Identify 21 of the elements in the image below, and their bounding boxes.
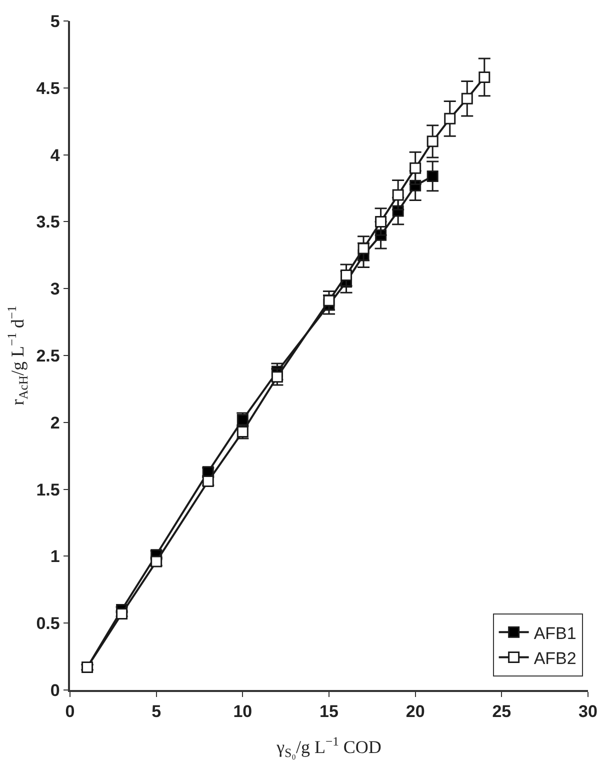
x-tick-label: 15 bbox=[320, 702, 338, 722]
y-tick-label: 0.5 bbox=[36, 614, 60, 634]
y-tick-label: 3 bbox=[50, 280, 60, 299]
x-tick-label: 0 bbox=[65, 702, 75, 722]
y-tick-label: 3.5 bbox=[36, 212, 60, 232]
legend-label: AFB1 bbox=[534, 624, 576, 643]
y-tick-label: 2 bbox=[50, 413, 60, 432]
y-tick-label: 5 bbox=[50, 12, 60, 31]
y-tick-label: 4 bbox=[50, 146, 60, 165]
x-axis-title: γ$_{S₀}$/g L$^{−1}$ COD bbox=[276, 734, 382, 760]
y-tick-label: 0 bbox=[50, 680, 60, 700]
x-tick-label: 10 bbox=[233, 702, 252, 722]
x-tick-label: 25 bbox=[492, 702, 512, 722]
y-tick-label: 1 bbox=[50, 547, 60, 566]
x-tick-label: 5 bbox=[152, 702, 162, 722]
x-tick-label: 20 bbox=[406, 702, 425, 722]
x-tick-label: 30 bbox=[578, 702, 598, 722]
y-tick-label: 4.5 bbox=[36, 78, 60, 98]
y-tick-label: 2.5 bbox=[36, 346, 60, 366]
y-tick-label: 1.5 bbox=[36, 480, 60, 500]
legend-label: AFB2 bbox=[534, 648, 576, 668]
